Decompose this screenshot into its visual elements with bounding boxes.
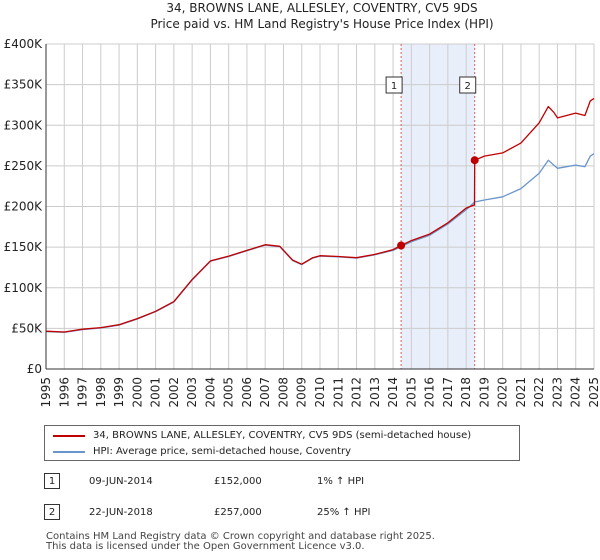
sale-marker-label-1: 1 [391, 81, 397, 92]
legend: 34, BROWNS LANE, ALLESLEY, COVENTRY, CV5… [44, 425, 520, 461]
x-tick-label: 2025 [587, 377, 600, 408]
x-tick-label: 2001 [149, 377, 163, 408]
sale-marker-box-1 [385, 76, 403, 94]
x-tick-label: 1996 [57, 377, 71, 408]
x-tick-label: 2004 [203, 377, 217, 408]
y-tick-label: £50K [11, 321, 43, 335]
x-tick-label: 2024 [569, 377, 583, 408]
y-tick-label: £250K [4, 159, 44, 173]
x-tick-label: 2005 [222, 377, 236, 408]
x-tick-label: 2021 [514, 377, 528, 408]
sale-number-2: 2 [44, 504, 60, 520]
legend-swatch-property [53, 435, 85, 437]
legend-label-hpi: HPI: Average price, semi-detached house,… [93, 446, 352, 457]
x-tick-label: 2016 [423, 377, 437, 408]
x-tick-label: 1997 [76, 377, 90, 408]
sale-marker-label-2: 2 [465, 81, 471, 92]
y-tick-label: £150K [4, 240, 44, 254]
x-tick-label: 1998 [94, 377, 108, 408]
y-tick-label: £100K [4, 281, 44, 295]
legend-swatch-hpi [53, 451, 85, 453]
x-tick-label: 2023 [550, 377, 564, 408]
x-tick-label: 2020 [496, 377, 510, 408]
sale-number-1: 1 [44, 473, 60, 489]
property-price-line [45, 97, 595, 333]
footer: Contains HM Land Registry data © Crown c… [46, 532, 435, 552]
sale-point-2 [470, 156, 479, 165]
sale-hpi-1: 1% ↑ HPI [317, 476, 365, 487]
sale-point-1 [397, 241, 406, 250]
x-tick-label: 2008 [276, 377, 290, 408]
y-tick-label: £300K [4, 118, 44, 132]
x-tick-label: 2009 [295, 377, 309, 408]
x-tick-label: 2007 [258, 377, 272, 408]
price-chart: 34, BROWNS LANE, ALLESLEY, COVENTRY, CV5… [4, 1, 600, 408]
sale-marker-box-2 [459, 76, 477, 94]
x-tick-label: 2015 [404, 377, 418, 408]
x-tick-label: 2003 [185, 377, 199, 408]
sale-price-1: £152,000 [214, 476, 262, 487]
x-tick-label: 2018 [459, 377, 473, 408]
y-tick-label: £400K [4, 37, 44, 51]
x-tick-label: 2011 [331, 377, 345, 408]
x-tick-label: 2022 [532, 377, 546, 408]
chart-title: 34, BROWNS LANE, ALLESLEY, COVENTRY, CV5… [166, 1, 477, 15]
x-tick-label: 2006 [240, 377, 254, 408]
x-tick-label: 2000 [130, 377, 144, 408]
sale-price-2: £257,000 [214, 507, 262, 518]
footer-licence: This data is licensed under the Open Gov… [46, 541, 365, 552]
x-tick-label: 1999 [112, 377, 126, 408]
y-tick-label: £0 [27, 362, 42, 376]
x-tick-label: 2002 [167, 377, 181, 408]
y-tick-label: £200K [4, 200, 44, 214]
x-tick-label: 2012 [350, 377, 364, 408]
x-tick-label: 2014 [386, 377, 400, 408]
x-tick-label: 2010 [313, 377, 327, 408]
sale-date-1: 09-JUN-2014 [89, 476, 153, 487]
x-tick-label: 1995 [39, 377, 53, 408]
sale-date-2: 22-JUN-2018 [89, 507, 153, 518]
sale-hpi-2: 25% ↑ HPI [317, 507, 371, 518]
footer-copyright: Contains HM Land Registry data © Crown c… [46, 531, 435, 542]
chart-subtitle: Price paid vs. HM Land Registry's House … [150, 17, 493, 31]
x-tick-label: 2013 [368, 377, 382, 408]
y-tick-label: £350K [4, 78, 44, 92]
legend-label-property: 34, BROWNS LANE, ALLESLEY, COVENTRY, CV5… [93, 430, 472, 441]
x-tick-label: 2019 [477, 377, 491, 408]
x-tick-label: 2017 [441, 377, 455, 408]
